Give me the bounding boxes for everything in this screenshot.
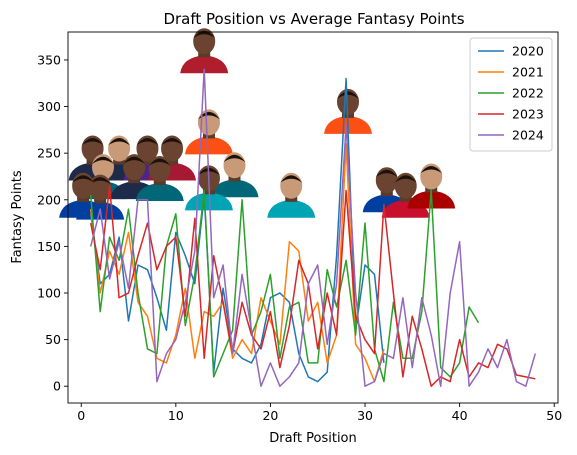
player-hair (197, 167, 220, 176)
player-jersey (59, 199, 108, 218)
y-axis-ticks: 0 50 100 150 200 250 300 350 (37, 52, 68, 394)
legend-label: 2020 (512, 44, 544, 59)
player-hair (394, 175, 417, 183)
player-photo-top (180, 28, 229, 74)
series-lines-layer (89, 68, 537, 387)
y-axis-title: Fantasy Points (10, 170, 25, 263)
y-tick-label: 300 (37, 99, 61, 114)
player-hair (92, 156, 114, 165)
series-line-2023 (89, 185, 536, 387)
player-jersey (180, 55, 229, 74)
player-hair (193, 30, 216, 39)
player-hair (89, 177, 112, 185)
x-tick-label: 40 (452, 408, 468, 423)
legend-label: 2024 (512, 128, 544, 143)
player-hair (420, 165, 443, 174)
x-axis-title: Draft Position (269, 431, 357, 446)
player-photo-j (210, 152, 259, 198)
player-jersey (267, 199, 316, 218)
player-hair (161, 138, 184, 146)
y-tick-label: 50 (45, 332, 61, 347)
x-tick-label: 20 (262, 408, 278, 423)
player-hair (72, 175, 95, 183)
player-photo-a (184, 109, 233, 155)
player-photo-o (381, 172, 430, 218)
player-hair (136, 138, 159, 146)
player-hair (337, 91, 359, 99)
player-hair (108, 138, 131, 146)
player-hair (280, 175, 303, 183)
player-photo-q (59, 172, 108, 218)
legend: 2020 2021 2022 2023 2024 (469, 37, 553, 152)
x-tick-label: 10 (168, 408, 184, 423)
player-hair (148, 158, 171, 167)
player-hair (375, 169, 398, 178)
series-line-2020 (89, 77, 385, 383)
y-tick-label: 0 (53, 379, 61, 394)
player-hair (223, 154, 246, 163)
y-tick-label: 350 (37, 52, 61, 67)
legend-label: 2023 (512, 107, 544, 122)
y-tick-label: 100 (37, 286, 61, 301)
player-hair (123, 156, 146, 165)
player-photos-layer (59, 28, 456, 220)
plot-frame (67, 31, 559, 404)
y-tick-label: 150 (37, 239, 61, 254)
legend-label: 2021 (512, 65, 544, 80)
x-tick-label: 30 (357, 408, 373, 423)
x-tick-label: 0 (77, 408, 85, 423)
player-jersey (135, 183, 184, 202)
y-tick-label: 250 (37, 146, 61, 161)
player-jersey (184, 136, 233, 155)
series-line-2024 (89, 68, 537, 387)
x-axis-ticks: 0 10 20 30 40 50 (77, 403, 562, 423)
legend-label: 2022 (512, 86, 544, 101)
player-hair (197, 111, 220, 120)
player-hair (81, 138, 104, 146)
legend-box (469, 37, 553, 152)
x-tick-label: 50 (546, 408, 562, 423)
y-tick-label: 200 (37, 192, 61, 207)
player-photo-m (267, 172, 316, 218)
chart-title: Draft Position vs Average Fantasy Points (163, 10, 464, 28)
player-photo-i (135, 156, 184, 202)
player-jersey (210, 179, 259, 198)
